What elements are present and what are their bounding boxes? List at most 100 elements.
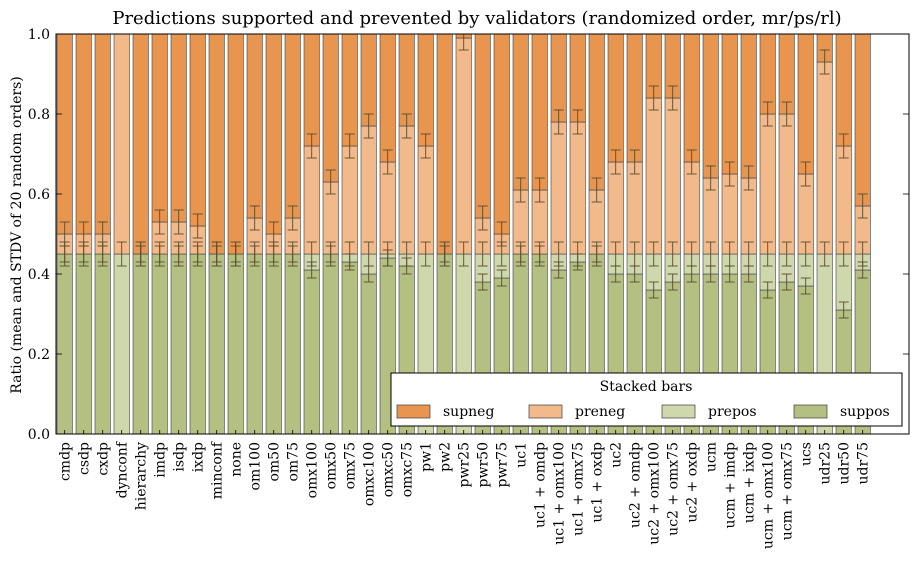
bar-supneg bbox=[436, 33, 453, 255]
y-tick-label: 0.4 bbox=[28, 267, 50, 283]
x-tick-label: ixdp bbox=[191, 442, 207, 472]
x-tick-label: ucm bbox=[704, 442, 720, 472]
bar-preneg bbox=[569, 121, 586, 255]
bar-supneg bbox=[246, 33, 263, 219]
bar-preneg bbox=[778, 113, 795, 255]
bar-supneg bbox=[303, 33, 320, 147]
bar-supneg bbox=[189, 33, 206, 227]
x-tick-label: uc1 + omdp bbox=[533, 442, 549, 528]
bar-prepos bbox=[113, 253, 130, 435]
x-tick-label: cxdp bbox=[96, 442, 112, 476]
y-tick-label: 0.2 bbox=[28, 347, 50, 363]
bar-supneg bbox=[56, 33, 73, 235]
bar-suppos bbox=[322, 253, 339, 435]
x-tick-label: minconf bbox=[210, 440, 226, 499]
legend: Stacked bars supneg preneg prepos suppos bbox=[390, 372, 903, 427]
x-tick-label: pw1 bbox=[419, 442, 435, 472]
x-tick-label: pwr25 bbox=[457, 442, 473, 487]
x-tick-label: uc2 + omx75 bbox=[666, 442, 682, 536]
x-tick-label: csdp bbox=[77, 442, 93, 475]
x-tick-label: omx75 bbox=[343, 442, 359, 489]
bar-preneg bbox=[816, 61, 833, 255]
x-tick-label: omxc50 bbox=[381, 442, 397, 497]
bar-preneg bbox=[455, 37, 472, 255]
bar-supneg bbox=[797, 33, 814, 175]
bar-preneg bbox=[398, 125, 415, 255]
bar-supneg bbox=[284, 33, 301, 219]
bar-supneg bbox=[702, 33, 719, 179]
bar-supneg bbox=[512, 33, 529, 191]
legend-label-supneg: supneg bbox=[443, 404, 494, 420]
y-tick-label: 0.8 bbox=[28, 107, 50, 123]
x-tick-label: uc1 + oxdp bbox=[590, 442, 606, 523]
x-tick-label: om50 bbox=[267, 442, 283, 482]
bar-supneg bbox=[170, 33, 187, 223]
x-tick-label: pw2 bbox=[438, 442, 454, 472]
bar-suppos bbox=[151, 253, 168, 435]
x-tick-label: dynconf bbox=[115, 440, 131, 498]
x-tick-label: om100 bbox=[248, 442, 264, 490]
bar-supneg bbox=[569, 33, 586, 123]
x-tick-label: pwr75 bbox=[495, 442, 511, 487]
x-tick-label: ucm + omx75 bbox=[780, 442, 796, 540]
bar-suppos bbox=[170, 253, 187, 435]
y-tick-label: 0.6 bbox=[28, 187, 50, 203]
x-tick-label: ucm + omx100 bbox=[761, 442, 777, 549]
legend-label-suppos: suppos bbox=[840, 404, 890, 420]
bar-supneg bbox=[607, 33, 624, 163]
bar-suppos bbox=[56, 253, 73, 435]
bar-suppos bbox=[265, 253, 282, 435]
bar-supneg bbox=[75, 33, 92, 235]
bar-supneg bbox=[417, 33, 434, 147]
bar-suppos bbox=[360, 273, 377, 435]
x-tick-label: ucs bbox=[799, 442, 815, 466]
bar-preneg bbox=[664, 97, 681, 255]
bar-supneg bbox=[721, 33, 738, 175]
bar-supneg bbox=[740, 33, 757, 179]
bar-preneg bbox=[417, 145, 434, 255]
bar-preneg bbox=[835, 145, 852, 255]
bar-supneg bbox=[683, 33, 700, 163]
bar-suppos bbox=[94, 253, 111, 435]
bar-supneg bbox=[132, 33, 149, 255]
bar-suppos bbox=[75, 253, 92, 435]
bar-suppos bbox=[246, 253, 263, 435]
x-tick-label: pwr50 bbox=[476, 442, 492, 487]
legend-label-prepos: prepos bbox=[708, 404, 757, 420]
x-tick-label: cmdp bbox=[58, 442, 74, 481]
bar-supneg bbox=[265, 33, 282, 235]
bar-supneg bbox=[341, 33, 358, 147]
x-tick-label: udr75 bbox=[856, 442, 872, 485]
bars-layer bbox=[56, 33, 871, 435]
bar-preneg bbox=[341, 145, 358, 255]
y-axis-label: Ratio (mean and STDV of 20 random orders… bbox=[9, 76, 25, 393]
bar-supneg bbox=[322, 33, 339, 183]
x-tick-label: uc1 + omx100 bbox=[552, 442, 568, 545]
legend-swatch-prepos bbox=[661, 404, 696, 419]
x-axis: cmdp csdp cxdp dynconf hierarchy imdp isdp ixdp… bbox=[58, 430, 872, 549]
x-tick-label: uc2 + omdp bbox=[628, 442, 644, 528]
bar-preneg bbox=[626, 161, 643, 255]
chart-title: Predictions supported and prevented by v… bbox=[112, 8, 841, 29]
bar-supneg bbox=[360, 33, 377, 127]
x-tick-label: uc2 + oxdp bbox=[685, 442, 701, 523]
bar-suppos bbox=[189, 253, 206, 435]
bar-supneg bbox=[550, 33, 567, 123]
bar-supneg bbox=[531, 33, 548, 191]
x-tick-label: uc1 + omx75 bbox=[571, 442, 587, 536]
y-axis: 0.0 0.2 0.4 0.6 0.8 1.0 bbox=[28, 27, 909, 443]
bar-preneg bbox=[550, 121, 567, 255]
x-tick-label: uc1 bbox=[514, 442, 530, 468]
legend-swatch-suppos bbox=[793, 404, 828, 419]
bar-preneg bbox=[645, 97, 662, 255]
bar-preneg bbox=[360, 125, 377, 255]
x-tick-label: hierarchy bbox=[134, 442, 150, 510]
bar-supneg bbox=[835, 33, 852, 147]
legend-swatch-supneg bbox=[396, 404, 431, 419]
x-tick-label: omx100 bbox=[305, 442, 321, 498]
x-tick-label: uc2 bbox=[609, 442, 625, 468]
bar-suppos bbox=[284, 253, 301, 435]
x-tick-label: omxc100 bbox=[362, 442, 378, 506]
x-tick-label: none bbox=[229, 442, 245, 477]
